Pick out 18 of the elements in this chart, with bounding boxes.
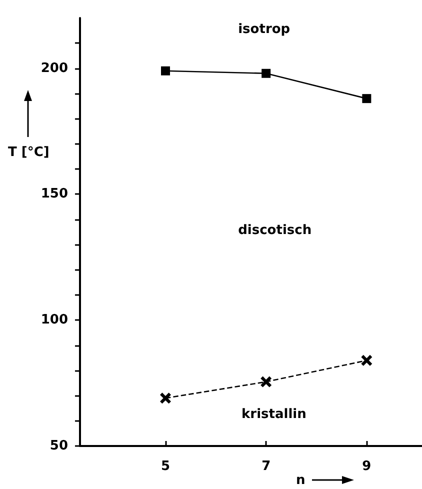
annotation: isotrop [238, 22, 290, 37]
annotation: kristallin [242, 407, 306, 422]
x-tick-label: 5 [160, 459, 170, 474]
y-tick-label: 50 [50, 438, 68, 454]
y-axis-title: T [°C] [8, 145, 50, 160]
point [161, 66, 170, 76]
x-tick-label: 7 [262, 459, 271, 474]
y-tick-label: 150 [40, 186, 68, 202]
point [262, 68, 271, 78]
x-tick-label: 9 [362, 459, 372, 474]
x-axis-title: n [296, 473, 306, 488]
point [260, 376, 272, 388]
point [362, 94, 372, 104]
y-tick-label: 100 [40, 312, 68, 328]
point [160, 392, 171, 404]
point [361, 354, 372, 366]
annotation: discotisch [238, 223, 312, 238]
y-tick-label: 200 [40, 60, 68, 76]
